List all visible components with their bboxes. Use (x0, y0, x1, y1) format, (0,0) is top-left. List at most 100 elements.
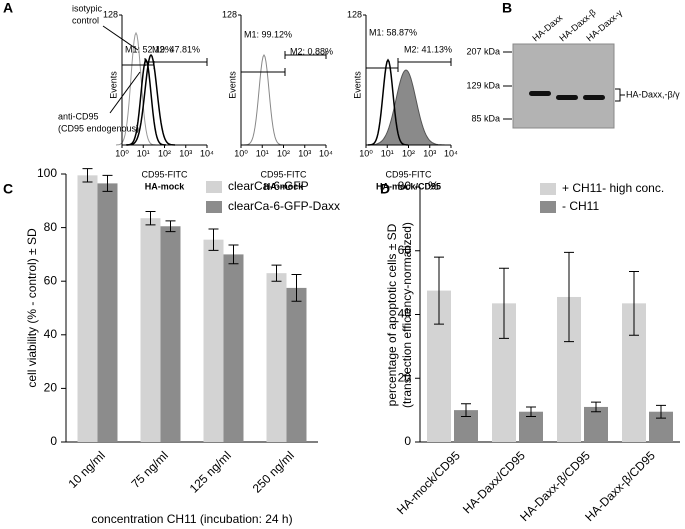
subtitle: HA-mock (264, 181, 305, 191)
x-tick-label: 10⁰ (115, 148, 129, 158)
bar (140, 218, 161, 442)
unit-label: % (428, 179, 439, 193)
x-tick-label: 10³ (179, 148, 192, 158)
x-tick-label: HA-Daxx/CD95 (460, 448, 528, 516)
y-axis-label: (transfection efficiency-normalized) (400, 222, 414, 408)
panel-label: B (502, 0, 512, 16)
legend-swatch (540, 201, 556, 213)
annotation: anti-CD95 (58, 111, 99, 121)
x-tick-label: 10⁰ (234, 148, 248, 158)
panel-label: A (3, 0, 13, 16)
error-bar (591, 401, 601, 413)
gate-label: M1: 52.19% (125, 44, 173, 54)
error-bar (208, 228, 219, 251)
y-axis-label: cell viability (% - control) ± SD (25, 228, 39, 388)
error-bar (629, 270, 639, 336)
x-tick-label: 10¹ (137, 148, 150, 158)
gate-marker (144, 58, 208, 66)
legend-label: + CH11- high conc. (562, 181, 664, 195)
legend-label: clearCa-6-GFP (228, 179, 309, 193)
error-bar (564, 251, 574, 343)
marker-label: 207 kDa (466, 46, 500, 56)
bar (286, 287, 307, 442)
error-bar (499, 267, 509, 339)
gate-marker (397, 58, 452, 66)
y-tick-label: 40 (398, 307, 412, 321)
bar (77, 175, 98, 442)
x-tick-label: 10⁴ (444, 148, 458, 158)
legend-swatch (540, 183, 556, 195)
error-bar (526, 406, 536, 417)
x-tick-label: 10² (158, 148, 171, 158)
annotation: (CD95 endogenous) (58, 123, 139, 133)
gate-marker (240, 68, 286, 76)
x-axis-label: concentration CH11 (incubation: 24 h) (91, 512, 292, 526)
legend-label: clearCa-6-GFP-Daxx (228, 199, 340, 213)
histogram-curve (126, 53, 176, 146)
leader-line (109, 71, 141, 114)
error-bar (461, 403, 471, 417)
band-label: HA-Daxx,-β/γ (626, 89, 680, 99)
histogram-curve (115, 31, 157, 146)
x-axis-label: CD95-FITC (385, 169, 432, 179)
y-tick-label: 0 (50, 434, 57, 448)
y-tick-label: 128 (347, 9, 362, 19)
x-tick-label: 10¹ (256, 148, 269, 158)
error-bar (291, 274, 302, 302)
gate-marker (284, 51, 327, 59)
gate-label: M2: 41.13% (404, 44, 452, 54)
y-tick-label: 20 (44, 381, 58, 395)
y-tick-label: 80 (44, 220, 58, 234)
y-tick-label: 20 (398, 370, 412, 384)
histogram-curve (125, 58, 167, 146)
error-bar (271, 264, 282, 282)
bar (223, 254, 244, 442)
bar (266, 273, 287, 442)
x-tick-label: 10¹ (381, 148, 394, 158)
gate-label: M2: 0.88% (290, 46, 333, 56)
gate-marker (365, 64, 399, 72)
x-axis-label: CD95-FITC (141, 169, 188, 179)
x-tick-label: 10² (277, 148, 290, 158)
x-tick-label: 75 ng/ml (128, 448, 170, 490)
y-tick-label: 80 (398, 179, 412, 193)
error-bar (228, 244, 239, 265)
bar (97, 183, 118, 442)
bracket (615, 88, 625, 102)
marker-label: 85 kDa (471, 113, 500, 123)
annotation: control (72, 15, 99, 25)
error-bar (656, 404, 666, 419)
y-tick-label: 40 (44, 327, 58, 341)
legend-label: - CH11 (562, 199, 599, 213)
x-tick-label: HA-Daxx-β/CD95 (582, 448, 658, 524)
histogram-curve (366, 69, 446, 146)
subtitle: HA-mock/CD95 (376, 181, 441, 191)
y-axis-label: percentage of apoptotic cells ± SD (385, 223, 399, 406)
error-bar (82, 168, 93, 183)
panel-label: C (3, 181, 13, 197)
histogram-curve (243, 53, 285, 146)
x-tick-label: 10 ng/ml (65, 448, 107, 490)
x-tick-label: 10⁰ (359, 148, 373, 158)
band (529, 91, 551, 96)
leader-line (102, 25, 139, 51)
gate-label: M1: 58.87% (369, 27, 417, 37)
legend-swatch (206, 201, 222, 213)
y-tick-label: 60 (398, 243, 412, 257)
band (583, 95, 605, 100)
blot-image (512, 43, 615, 129)
bar (203, 239, 224, 442)
gate-label: M2: 47.81% (152, 44, 200, 54)
y-axis-label: Events (108, 71, 118, 99)
error-bar (145, 211, 156, 226)
error-bar (165, 220, 176, 233)
y-tick-label: 0 (404, 434, 411, 448)
histogram-curve (367, 58, 409, 146)
error-bar (102, 174, 113, 192)
y-tick-label: 100 (37, 166, 57, 180)
y-tick-label: 128 (222, 9, 237, 19)
x-tick-label: 10³ (423, 148, 436, 158)
panel-label: D (380, 181, 390, 197)
